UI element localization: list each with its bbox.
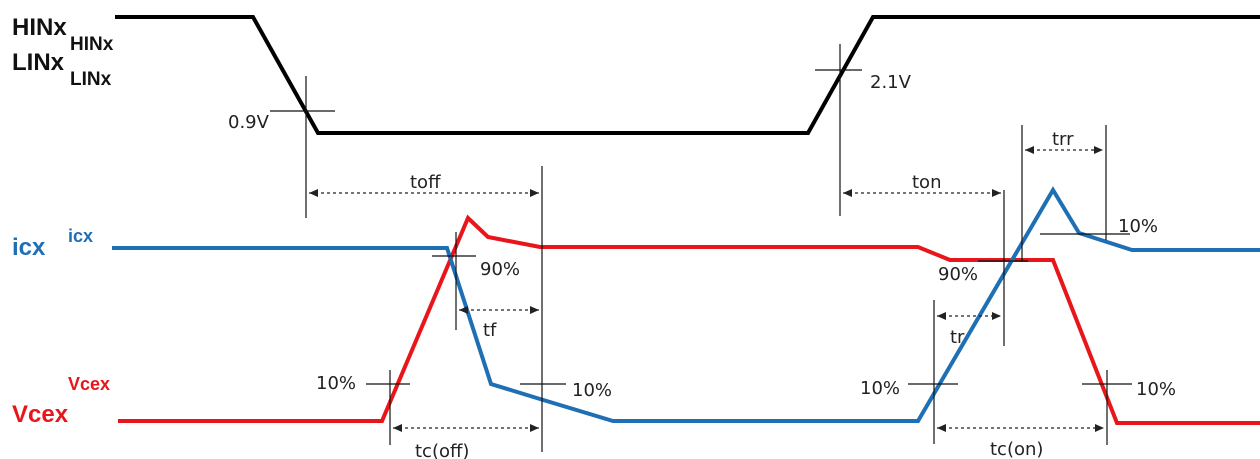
tc-off-arrowhead-left <box>393 424 402 432</box>
trr-arrowhead-left <box>1025 146 1034 154</box>
vcex-label: Vcex <box>12 401 69 428</box>
input-waveform <box>115 17 1260 133</box>
p90-right-label: 90% <box>938 264 978 285</box>
p10-vce-left-label: 10% <box>316 373 356 394</box>
tr-label: tr <box>950 327 965 348</box>
p10-trr-label: 10% <box>1118 216 1158 237</box>
vhigh-threshold-label: 2.1V <box>870 72 912 93</box>
hin-label: HINx <box>12 14 67 41</box>
tf-label: tf <box>483 320 497 341</box>
icx-label: icx <box>12 234 46 261</box>
vcex-small-label: Vcex <box>68 374 110 394</box>
ton-arrowhead-left <box>843 189 852 197</box>
icx-waveform <box>112 190 1260 421</box>
lin-label: LINx <box>12 49 65 76</box>
p10-vce-right-label: 10% <box>1136 379 1176 400</box>
tc-on-label: tc(on) <box>990 439 1043 459</box>
toff-label: toff <box>410 172 441 193</box>
hin-sub-label: HINx <box>70 34 114 55</box>
tc-off-label: tc(off) <box>415 441 469 459</box>
tc-off-arrowhead-right <box>530 424 539 432</box>
tf-arrowhead-left <box>459 306 468 314</box>
tc-on-arrowhead-right <box>1095 424 1104 432</box>
tc-on-arrowhead-left <box>937 424 946 432</box>
toff-arrowhead-right <box>530 189 539 197</box>
icx-small-label: icx <box>68 226 93 246</box>
p10-ic-left-label: 10% <box>572 380 612 401</box>
tr-arrowhead-right <box>992 312 1001 320</box>
lin-sub-label: LINx <box>70 69 112 90</box>
trr-arrowhead-right <box>1094 146 1103 154</box>
tr-arrowhead-left <box>937 312 946 320</box>
ton-label: ton <box>912 172 941 193</box>
p90-left-label: 90% <box>480 259 520 280</box>
ton-arrowhead-right <box>992 189 1001 197</box>
p10-ic-right-label: 10% <box>860 378 900 399</box>
vlow-threshold-label: 0.9V <box>228 112 270 133</box>
tf-arrowhead-right <box>530 306 539 314</box>
toff-arrowhead-left <box>309 189 318 197</box>
trr-label: trr <box>1052 129 1074 150</box>
